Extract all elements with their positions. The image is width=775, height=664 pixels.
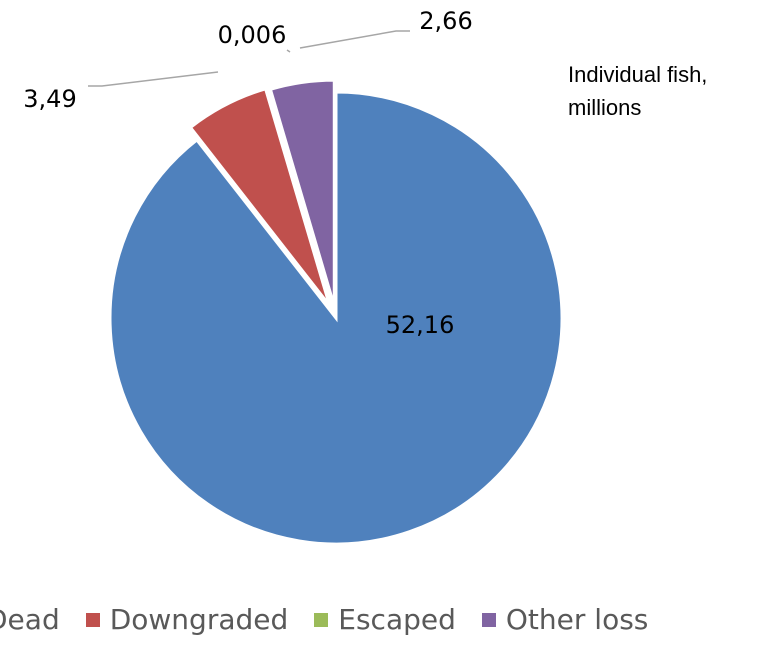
legend-label-downgraded: Downgraded: [109, 603, 289, 636]
legend: Dead Downgraded Escaped Other loss: [0, 603, 674, 636]
legend-label-dead: Dead: [0, 603, 60, 636]
legend-swatch-escaped: [314, 612, 329, 627]
pie-slice-downgraded: [188, 86, 332, 307]
legend-label-other-loss: Other loss: [505, 603, 649, 636]
legend-item-escaped: Escaped: [314, 603, 456, 636]
legend-item-downgraded: Downgraded: [85, 603, 289, 636]
legend-item-dead: Dead: [0, 603, 60, 636]
pie-chart: 52,16 3,49 0,006 2,66: [23, 7, 564, 546]
data-label-other-loss: 2,66: [419, 7, 472, 35]
leader-line-downgraded: [88, 71, 219, 87]
pie-slice-other-loss: [268, 78, 336, 307]
data-label-escaped: 0,006: [218, 21, 287, 49]
note-line-1: Individual fish,: [568, 62, 708, 87]
data-label-downgraded: 3,49: [23, 85, 76, 113]
legend-label-escaped: Escaped: [338, 603, 456, 636]
data-label-dead: 52,16: [386, 311, 455, 339]
pie-slice-dead: [108, 90, 564, 546]
legend-swatch-downgraded: [85, 612, 100, 627]
pie-slice-escaped: [266, 85, 334, 305]
legend-swatch-other-loss: [481, 612, 496, 627]
leader-line-other-loss: [299, 30, 410, 49]
note-line-2: millions: [568, 95, 642, 120]
leader-line-escaped: [286, 49, 291, 53]
legend-item-other-loss: Other loss: [481, 603, 649, 636]
